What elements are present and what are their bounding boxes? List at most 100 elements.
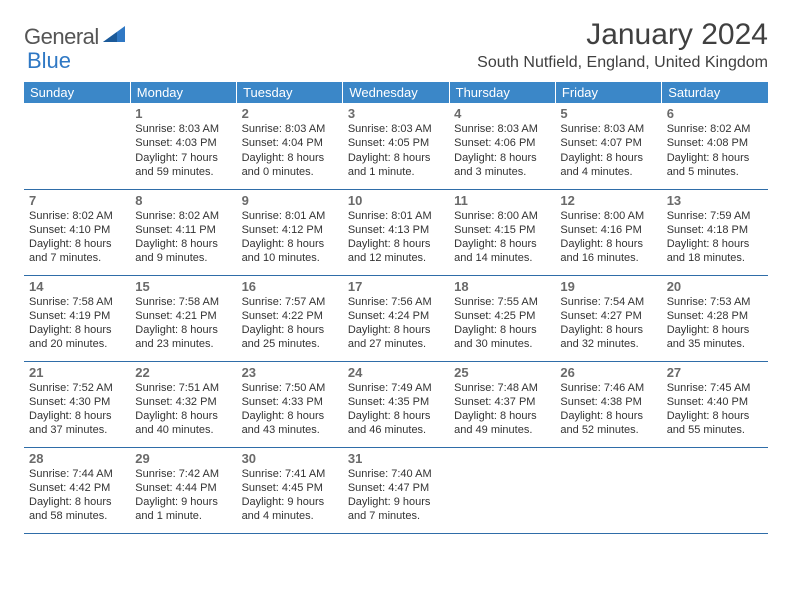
day-header-cell: Thursday [449, 82, 555, 103]
month-title: January 2024 [477, 18, 768, 52]
info-line: and 1 minute. [135, 509, 231, 523]
day-cell: 17Sunrise: 7:56 AMSunset: 4:24 PMDayligh… [343, 275, 449, 361]
info-line: Daylight: 8 hours [454, 151, 550, 165]
day-number: 21 [29, 365, 125, 380]
day-number: 11 [454, 193, 550, 208]
logo-triangle-icon [103, 26, 125, 47]
day-cell: 28Sunrise: 7:44 AMSunset: 4:42 PMDayligh… [24, 447, 130, 533]
info-line: and 37 minutes. [29, 423, 125, 437]
day-info: Sunrise: 8:03 AMSunset: 4:06 PMDaylight:… [454, 122, 550, 179]
day-cell: 11Sunrise: 8:00 AMSunset: 4:15 PMDayligh… [449, 189, 555, 275]
info-line: Sunrise: 7:55 AM [454, 295, 550, 309]
week-row: 1Sunrise: 8:03 AMSunset: 4:03 PMDaylight… [24, 103, 768, 189]
info-line: and 49 minutes. [454, 423, 550, 437]
day-header-cell: Friday [555, 82, 661, 103]
info-line: Sunrise: 7:58 AM [135, 295, 231, 309]
day-info: Sunrise: 8:03 AMSunset: 4:07 PMDaylight:… [560, 122, 656, 179]
week-row: 7Sunrise: 8:02 AMSunset: 4:10 PMDaylight… [24, 189, 768, 275]
info-line: Sunrise: 8:03 AM [454, 122, 550, 136]
day-number: 8 [135, 193, 231, 208]
info-line: and 4 minutes. [560, 165, 656, 179]
day-info: Sunrise: 7:40 AMSunset: 4:47 PMDaylight:… [348, 467, 444, 524]
info-line: Daylight: 8 hours [454, 237, 550, 251]
info-line: Daylight: 8 hours [29, 237, 125, 251]
day-cell: 19Sunrise: 7:54 AMSunset: 4:27 PMDayligh… [555, 275, 661, 361]
info-line: and 10 minutes. [242, 251, 338, 265]
day-info: Sunrise: 7:56 AMSunset: 4:24 PMDaylight:… [348, 295, 444, 352]
day-info: Sunrise: 8:00 AMSunset: 4:16 PMDaylight:… [560, 209, 656, 266]
info-line: Daylight: 8 hours [667, 151, 763, 165]
info-line: Sunset: 4:13 PM [348, 223, 444, 237]
day-number: 6 [667, 106, 763, 121]
day-cell: 9Sunrise: 8:01 AMSunset: 4:12 PMDaylight… [237, 189, 343, 275]
day-number: 1 [135, 106, 231, 121]
day-info: Sunrise: 7:45 AMSunset: 4:40 PMDaylight:… [667, 381, 763, 438]
info-line: Sunset: 4:42 PM [29, 481, 125, 495]
info-line: Sunrise: 7:50 AM [242, 381, 338, 395]
day-cell [24, 103, 130, 189]
info-line: and 59 minutes. [135, 165, 231, 179]
info-line: Sunrise: 7:57 AM [242, 295, 338, 309]
info-line: Daylight: 8 hours [348, 409, 444, 423]
info-line: Daylight: 8 hours [135, 323, 231, 337]
info-line: Sunset: 4:45 PM [242, 481, 338, 495]
day-info: Sunrise: 8:02 AMSunset: 4:11 PMDaylight:… [135, 209, 231, 266]
day-info: Sunrise: 7:48 AMSunset: 4:37 PMDaylight:… [454, 381, 550, 438]
day-cell [662, 447, 768, 533]
day-info: Sunrise: 7:53 AMSunset: 4:28 PMDaylight:… [667, 295, 763, 352]
day-number: 9 [242, 193, 338, 208]
day-cell: 20Sunrise: 7:53 AMSunset: 4:28 PMDayligh… [662, 275, 768, 361]
day-cell: 12Sunrise: 8:00 AMSunset: 4:16 PMDayligh… [555, 189, 661, 275]
info-line: and 35 minutes. [667, 337, 763, 351]
info-line: Sunset: 4:37 PM [454, 395, 550, 409]
info-line: and 18 minutes. [667, 251, 763, 265]
info-line: Sunset: 4:18 PM [667, 223, 763, 237]
info-line: Sunset: 4:19 PM [29, 309, 125, 323]
info-line: Sunrise: 7:48 AM [454, 381, 550, 395]
info-line: and 40 minutes. [135, 423, 231, 437]
info-line: Sunrise: 7:46 AM [560, 381, 656, 395]
info-line: Daylight: 8 hours [29, 323, 125, 337]
day-cell: 22Sunrise: 7:51 AMSunset: 4:32 PMDayligh… [130, 361, 236, 447]
day-info: Sunrise: 7:41 AMSunset: 4:45 PMDaylight:… [242, 467, 338, 524]
info-line: Daylight: 8 hours [242, 237, 338, 251]
info-line: and 30 minutes. [454, 337, 550, 351]
day-number: 23 [242, 365, 338, 380]
logo-text-general: General [24, 24, 99, 50]
day-cell: 29Sunrise: 7:42 AMSunset: 4:44 PMDayligh… [130, 447, 236, 533]
day-info: Sunrise: 8:03 AMSunset: 4:03 PMDaylight:… [135, 122, 231, 179]
day-cell: 10Sunrise: 8:01 AMSunset: 4:13 PMDayligh… [343, 189, 449, 275]
info-line: and 4 minutes. [242, 509, 338, 523]
day-info: Sunrise: 7:44 AMSunset: 4:42 PMDaylight:… [29, 467, 125, 524]
calendar-table: SundayMondayTuesdayWednesdayThursdayFrid… [24, 82, 768, 534]
day-header-cell: Saturday [662, 82, 768, 103]
day-info: Sunrise: 7:54 AMSunset: 4:27 PMDaylight:… [560, 295, 656, 352]
day-number: 27 [667, 365, 763, 380]
info-line: Sunrise: 7:58 AM [29, 295, 125, 309]
week-row: 28Sunrise: 7:44 AMSunset: 4:42 PMDayligh… [24, 447, 768, 533]
info-line: Sunset: 4:40 PM [667, 395, 763, 409]
info-line: Sunset: 4:24 PM [348, 309, 444, 323]
day-cell: 23Sunrise: 7:50 AMSunset: 4:33 PMDayligh… [237, 361, 343, 447]
info-line: Daylight: 9 hours [242, 495, 338, 509]
info-line: Daylight: 8 hours [348, 151, 444, 165]
info-line: Sunset: 4:35 PM [348, 395, 444, 409]
day-number: 16 [242, 279, 338, 294]
day-cell: 7Sunrise: 8:02 AMSunset: 4:10 PMDaylight… [24, 189, 130, 275]
info-line: and 25 minutes. [242, 337, 338, 351]
info-line: and 43 minutes. [242, 423, 338, 437]
info-line: Sunset: 4:28 PM [667, 309, 763, 323]
info-line: Sunrise: 7:51 AM [135, 381, 231, 395]
info-line: Sunrise: 7:52 AM [29, 381, 125, 395]
day-header-row: SundayMondayTuesdayWednesdayThursdayFrid… [24, 82, 768, 103]
day-header-cell: Sunday [24, 82, 130, 103]
day-header-cell: Tuesday [237, 82, 343, 103]
info-line: Sunset: 4:10 PM [29, 223, 125, 237]
day-number: 5 [560, 106, 656, 121]
info-line: and 14 minutes. [454, 251, 550, 265]
day-number: 20 [667, 279, 763, 294]
info-line: and 55 minutes. [667, 423, 763, 437]
info-line: Sunset: 4:25 PM [454, 309, 550, 323]
info-line: Daylight: 8 hours [135, 409, 231, 423]
day-cell: 5Sunrise: 8:03 AMSunset: 4:07 PMDaylight… [555, 103, 661, 189]
